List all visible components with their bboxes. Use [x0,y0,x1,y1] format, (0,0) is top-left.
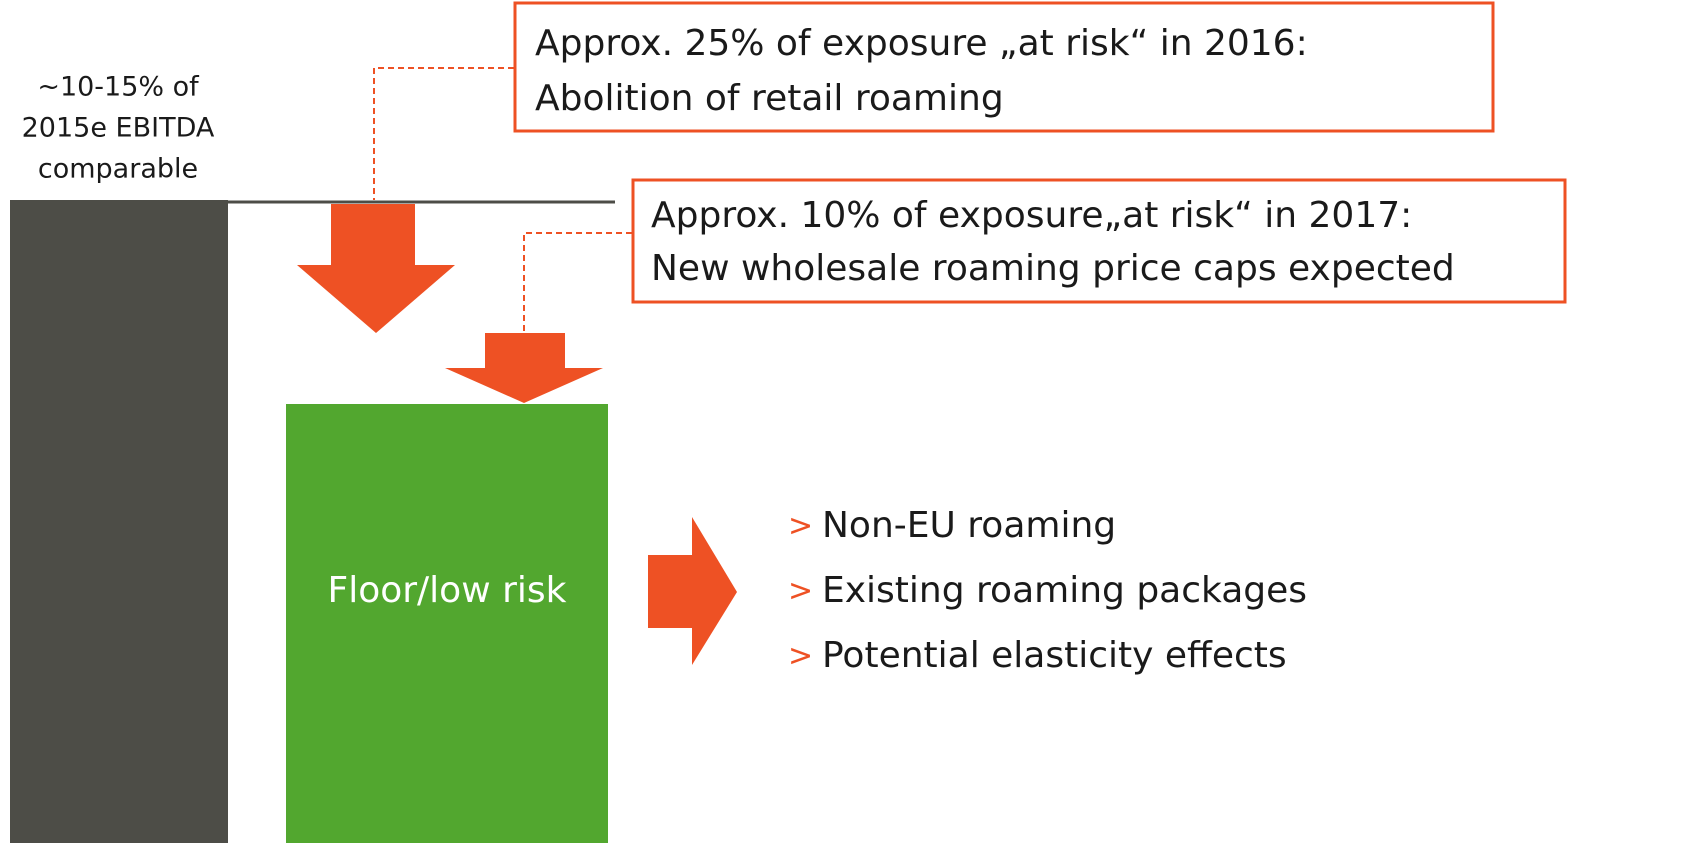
bullet-marker: > [788,574,813,609]
down-arrow [297,204,455,333]
bullet-text: Non-EU roaming [822,505,1116,546]
exposure-label: 2015e EBITDA [22,113,215,144]
bullet-text: Potential elasticity effects [822,635,1287,676]
exposure-label: ~10-15% of [37,72,200,103]
callout-text: Approx. 10% of exposure„at risk“ in 2017… [651,195,1412,236]
right-arrow [648,517,737,665]
exposure-bar [10,200,228,843]
callout-box [631,178,1567,304]
floor-box [286,404,608,843]
floor-label: Floor/low risk [327,570,566,611]
bullet-marker: > [788,509,813,544]
callout-box [513,1,1495,133]
down-arrow [445,333,603,403]
bullet-marker: > [788,639,813,674]
exposure-label: comparable [38,154,198,185]
bullet-text: Existing roaming packages [822,570,1307,611]
connector [523,232,632,333]
callout-text: New wholesale roaming price caps expecte… [651,248,1455,289]
callout-text: Abolition of retail roaming [535,78,1004,119]
connector [373,67,514,200]
callout-text: Approx. 25% of exposure „at risk“ in 201… [535,23,1308,64]
